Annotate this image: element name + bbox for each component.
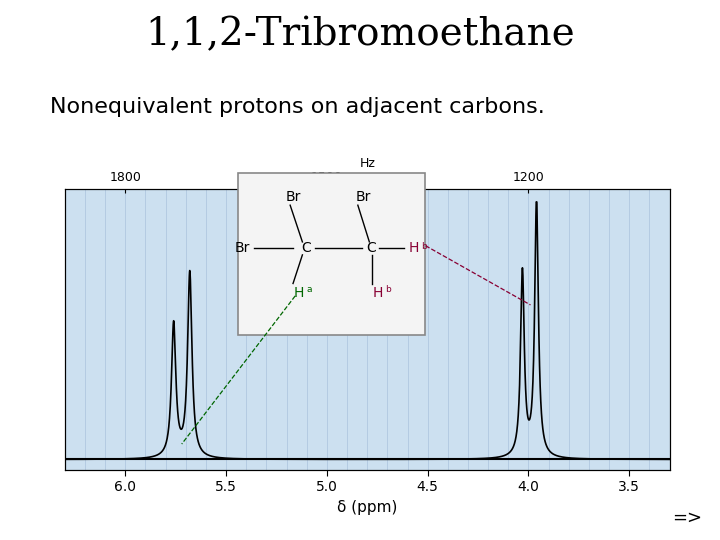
Text: H: H <box>409 241 419 255</box>
Text: C: C <box>301 241 311 255</box>
Text: b: b <box>421 242 427 251</box>
Text: Nonequivalent protons on adjacent carbons.: Nonequivalent protons on adjacent carbon… <box>50 97 545 117</box>
Text: Br: Br <box>285 190 301 204</box>
Text: a: a <box>306 286 312 294</box>
Text: Br: Br <box>235 241 251 255</box>
Text: H: H <box>294 286 304 300</box>
Text: b: b <box>385 286 391 294</box>
X-axis label: δ (ppm): δ (ppm) <box>337 500 397 515</box>
Text: H: H <box>373 286 383 300</box>
Text: Br: Br <box>356 190 372 204</box>
X-axis label: Hz: Hz <box>359 157 375 170</box>
Text: =>: => <box>672 509 702 526</box>
Text: C: C <box>366 241 376 255</box>
Text: 1,1,2-Tribromoethane: 1,1,2-Tribromoethane <box>145 16 575 53</box>
